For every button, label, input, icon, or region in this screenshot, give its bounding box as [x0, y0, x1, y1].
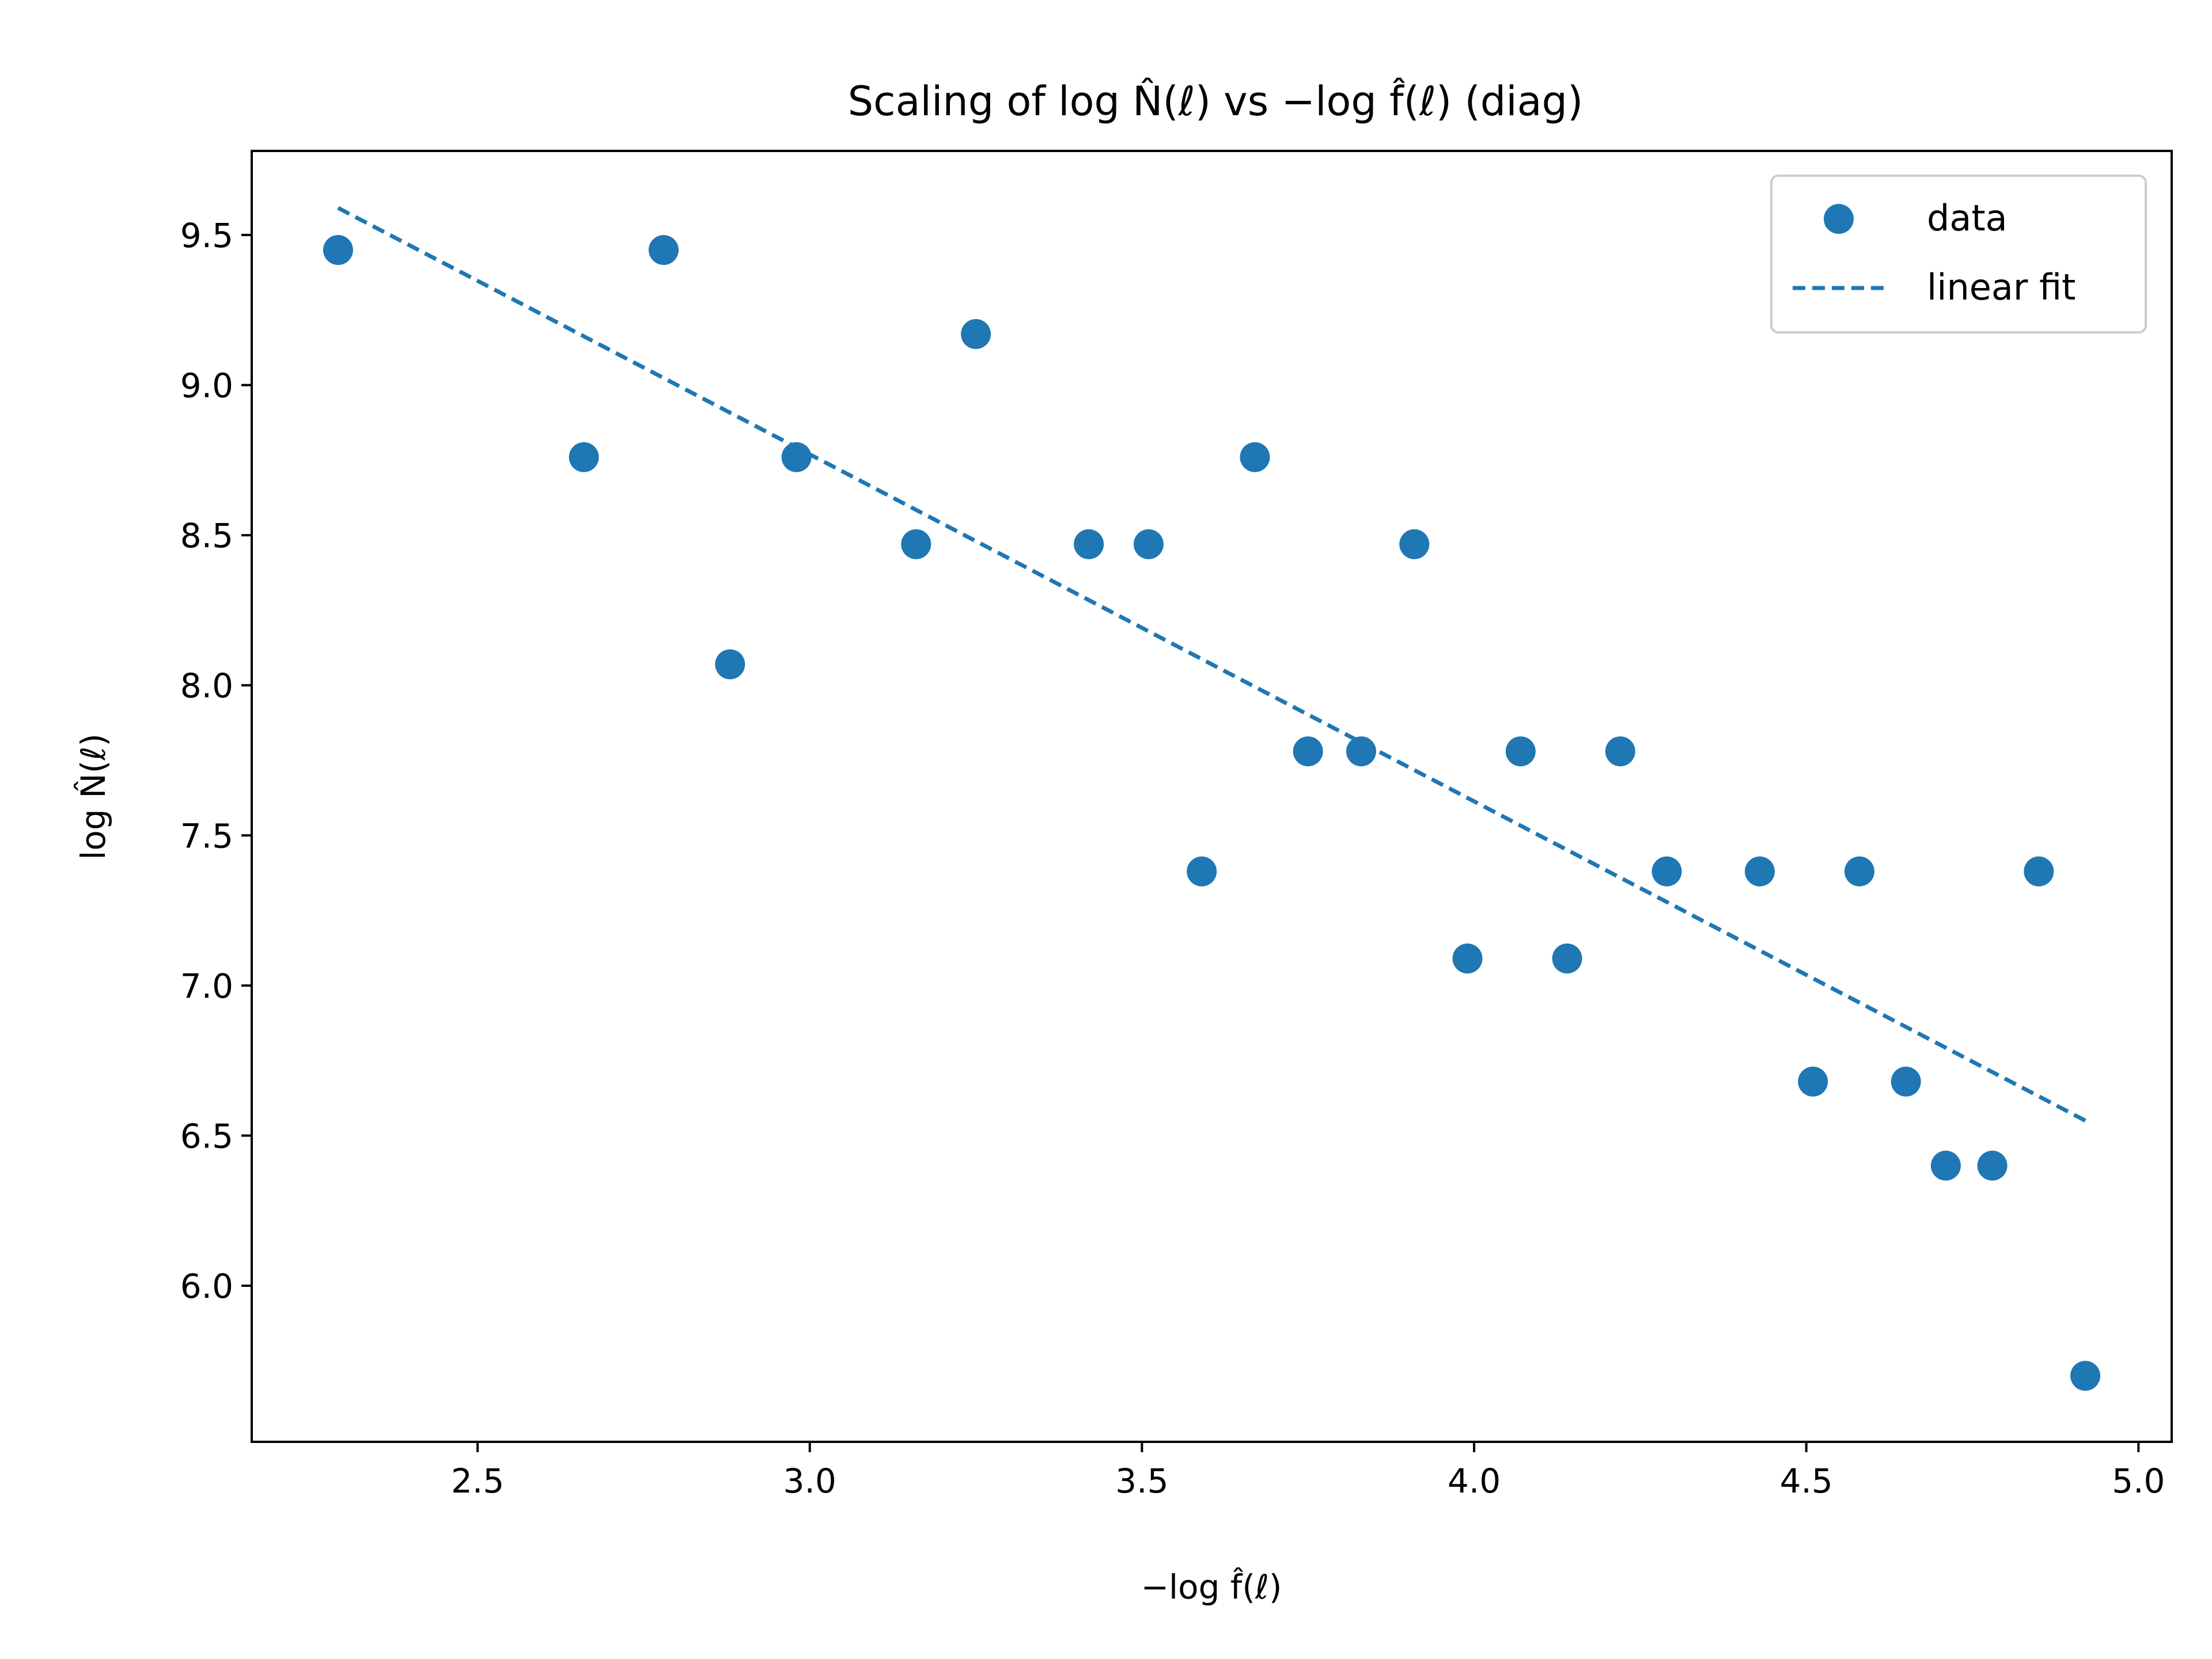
data-point: [1452, 943, 1483, 974]
points-layer: [323, 234, 2101, 1391]
y-tick-label: 6.0: [180, 1267, 233, 1306]
data-point: [901, 529, 931, 559]
x-tick-label: 3.0: [783, 1461, 836, 1501]
linear-fit-line: [337, 206, 2086, 1123]
data-point: [1744, 856, 1775, 887]
y-tick-label: 9.0: [180, 366, 233, 406]
data-point: [781, 442, 812, 472]
data-point: [1293, 736, 1323, 767]
legend-data-marker: [1824, 204, 1854, 234]
data-point: [1187, 856, 1217, 887]
legend-box: [1770, 175, 2147, 334]
y-tick-label: 8.5: [180, 516, 233, 555]
y-axis: 6.0 6.5 7.0 7.5 8.0 8.5 9.0 9.5: [180, 216, 252, 1306]
data-point: [961, 319, 991, 349]
data-point: [1891, 1066, 1921, 1097]
data-point: [1605, 736, 1635, 767]
y-tick-label: 8.0: [180, 666, 233, 706]
axes-background: [252, 151, 2172, 1442]
x-axis: 2.5 3.0 3.5 4.0 4.5 5.0: [451, 1442, 2165, 1501]
data-point: [1399, 529, 1430, 559]
data-point: [1346, 736, 1376, 767]
y-tick-label: 9.5: [180, 216, 233, 255]
data-point: [323, 234, 353, 265]
data-point: [1552, 943, 1582, 974]
x-axis-label: −log f̂(ℓ): [1141, 1567, 1282, 1607]
x-tick-label: 2.5: [451, 1461, 504, 1501]
x-tick-label: 4.0: [1448, 1461, 1501, 1501]
y-axis-label: log N̂(ℓ): [73, 733, 113, 859]
data-point: [569, 442, 599, 472]
data-point: [1652, 856, 1682, 887]
data-point: [1930, 1150, 1961, 1181]
plot-area: [251, 150, 2173, 1443]
data-point: [1133, 529, 1164, 559]
y-tick-label: 6.5: [180, 1116, 233, 1156]
x-tick-label: 3.5: [1115, 1461, 1168, 1501]
legend: data linear fit: [1770, 175, 2147, 334]
data-point: [2024, 856, 2054, 887]
y-tick-label: 7.5: [180, 816, 233, 855]
data-point: [1977, 1150, 2008, 1181]
y-tick-label: 7.0: [180, 967, 233, 1006]
chart-title: Scaling of log N̂(ℓ) vs −log f̂(ℓ) (diag…: [848, 78, 1584, 125]
axes-frame: [251, 150, 2173, 1443]
x-tick-label: 5.0: [2112, 1461, 2165, 1501]
data-point: [1505, 736, 1536, 767]
data-point: [1844, 856, 1874, 887]
data-point: [715, 649, 745, 680]
x-tick-label: 4.5: [1780, 1461, 1833, 1501]
data-point: [649, 234, 679, 265]
fit-layer: [337, 206, 2086, 1123]
data-point: [1074, 529, 1104, 559]
legend-label-data: data: [1927, 197, 2008, 239]
legend-label-fit: linear fit: [1927, 266, 2075, 308]
data-point: [2070, 1361, 2101, 1391]
data-point: [1798, 1066, 1828, 1097]
data-point: [1240, 442, 1270, 472]
